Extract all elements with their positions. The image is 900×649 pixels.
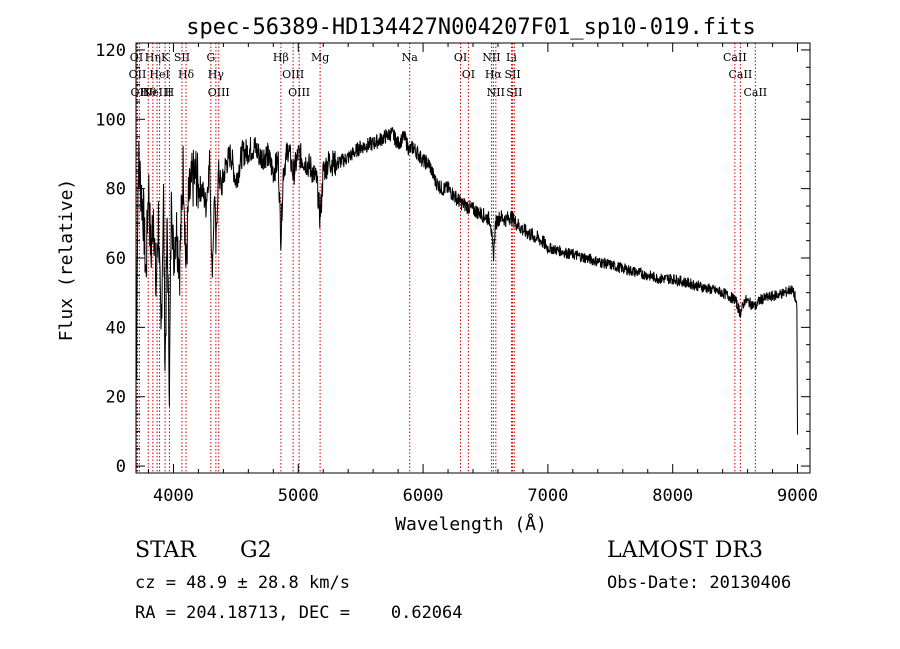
y-tick-label: 100: [95, 110, 126, 130]
line-label: CaII: [729, 68, 753, 81]
line-label: Hβ: [273, 51, 289, 64]
line-labels: OIOIIOIIHθHηNeIIIHeIKHSIIHδGHγOIIIHβOIII…: [129, 51, 768, 99]
series-layer: [136, 126, 798, 435]
line-label: SII: [174, 51, 190, 64]
line-label: CaII: [743, 86, 767, 99]
line-label: SII: [506, 86, 522, 99]
line-label: NII: [482, 51, 500, 64]
y-tick-label: 60: [106, 249, 126, 269]
x-tick-label: 7000: [527, 486, 568, 506]
x-tick-label: 5000: [278, 486, 319, 506]
x-axis-label: Wavelength (Å): [395, 513, 547, 535]
line-label: Na: [402, 51, 419, 64]
x-tick-label: 4000: [153, 486, 194, 506]
y-tick-label: 120: [95, 41, 126, 61]
object-class: STAR: [135, 538, 196, 563]
line-label: Mg: [311, 51, 329, 64]
line-label: NII: [487, 86, 505, 99]
y-tick-label: 0: [116, 457, 126, 477]
line-label: G: [206, 51, 215, 64]
line-label: CaII: [723, 51, 747, 64]
line-label: OIII: [208, 86, 230, 99]
chart-title: spec-56389-HD134427N004207F01_sp10-019.f…: [186, 15, 756, 40]
spectrum-line: [136, 126, 798, 435]
line-label: OIII: [288, 86, 310, 99]
line-label: H: [165, 86, 175, 99]
line-label: Hα: [485, 68, 503, 81]
y-axis-label: Flux (relative): [56, 179, 77, 342]
line-label: Hδ: [178, 68, 195, 81]
line-label: OIII: [282, 68, 304, 81]
x-tick-label: 9000: [777, 486, 818, 506]
line-label: OII: [131, 86, 149, 99]
line-label: OII: [129, 68, 147, 81]
line-label: Li: [506, 51, 517, 64]
line-label: K: [161, 51, 170, 64]
line-markers: [135, 43, 756, 473]
plot-frame: [135, 42, 811, 474]
line-label: OI: [454, 51, 467, 64]
line-label: Hγ: [208, 68, 225, 81]
spectral-subclass: G2: [240, 538, 272, 563]
y-tick-label: 80: [106, 180, 126, 200]
survey-name: LAMOST DR3: [607, 538, 763, 563]
y-tick-label: 40: [106, 318, 126, 338]
ticks-layer: 4000 5000 6000 7000 8000 9000 0 20 40 60 80 100 120: [95, 41, 818, 506]
y-tick-label: 20: [106, 388, 126, 408]
x-tick-label: 6000: [403, 486, 444, 506]
coordinates-readout: RA = 204.18713, DEC = 0.62064: [135, 603, 463, 623]
line-label: Hθ: [140, 86, 157, 99]
line-label: NeIII: [143, 86, 172, 99]
line-label: HeI: [149, 68, 169, 81]
line-label: SII: [504, 68, 520, 81]
line-label: OI: [462, 68, 475, 81]
redshift-readout: cz = 48.9 ± 28.8 km/s: [135, 573, 350, 593]
obs-date: Obs-Date: 20130406: [607, 573, 792, 593]
x-tick-label: 8000: [652, 486, 693, 506]
line-label: Hη: [145, 51, 161, 64]
